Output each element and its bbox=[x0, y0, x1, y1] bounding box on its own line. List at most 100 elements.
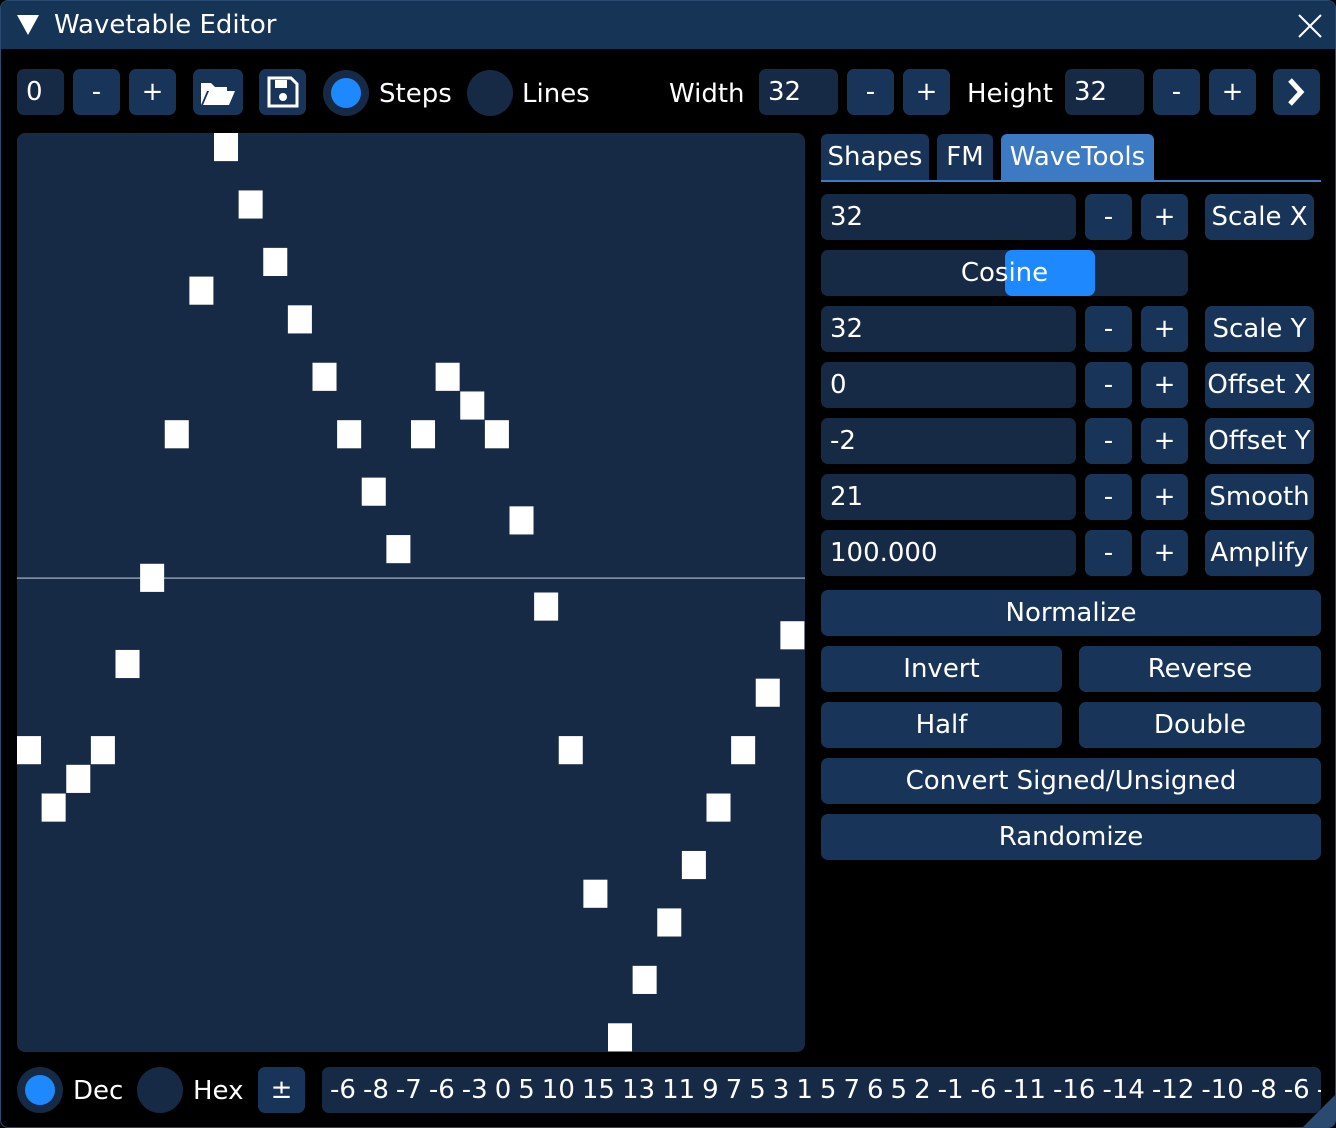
more-button[interactable] bbox=[1273, 69, 1320, 115]
wave-step bbox=[164, 420, 189, 449]
value-field[interactable]: 0 bbox=[821, 362, 1076, 408]
value-text: 6 bbox=[866, 1075, 884, 1105]
minus-button[interactable]: - bbox=[1085, 306, 1132, 352]
row-label-button[interactable]: Scale Y bbox=[1205, 306, 1314, 352]
plus-button[interactable]: + bbox=[1141, 530, 1188, 576]
tab[interactable]: FM bbox=[937, 134, 993, 180]
button[interactable]: Normalize bbox=[821, 590, 1321, 636]
minus-button[interactable]: - bbox=[73, 69, 120, 115]
button[interactable]: Half bbox=[821, 702, 1062, 748]
plus-button[interactable]: + bbox=[903, 69, 950, 115]
minus-button[interactable]: - bbox=[1153, 69, 1200, 115]
wave-step bbox=[632, 965, 657, 994]
shape-slider[interactable]: Cosine bbox=[821, 250, 1188, 296]
height-field[interactable]: 32 bbox=[1065, 69, 1144, 115]
value-text: -11 bbox=[1003, 1075, 1046, 1105]
wave-step bbox=[681, 850, 706, 880]
tab-active[interactable]: WaveTools bbox=[1001, 134, 1154, 180]
row-label-button[interactable]: Scale X bbox=[1205, 194, 1314, 240]
index-field[interactable]: 0 bbox=[17, 69, 64, 115]
value-field[interactable]: -2 bbox=[821, 418, 1076, 464]
wave-step bbox=[214, 133, 239, 162]
sign-button[interactable]: ± bbox=[258, 1067, 305, 1113]
value-text: -6 bbox=[428, 1075, 455, 1105]
value-text: -8 bbox=[1250, 1075, 1277, 1105]
value-field[interactable]: 100.000 bbox=[821, 530, 1076, 576]
value-text: -6 bbox=[1283, 1075, 1310, 1105]
value-text: 7 bbox=[725, 1075, 743, 1105]
wave-step bbox=[238, 190, 263, 219]
wave-step bbox=[115, 649, 140, 679]
value-text: -6 bbox=[330, 1075, 356, 1105]
minus-button[interactable]: - bbox=[1085, 530, 1132, 576]
plus-button[interactable]: + bbox=[1209, 69, 1256, 115]
shape-label: Cosine bbox=[960, 258, 1049, 288]
minus-button[interactable]: - bbox=[1085, 418, 1132, 464]
minus-button[interactable]: - bbox=[1085, 474, 1132, 520]
wave-step bbox=[41, 793, 66, 822]
wave-step bbox=[608, 1023, 633, 1052]
plus-button[interactable]: + bbox=[129, 69, 176, 115]
open-button[interactable] bbox=[193, 69, 243, 115]
plus-button[interactable]: + bbox=[1141, 418, 1188, 464]
width-label: Width bbox=[669, 79, 745, 109]
steps-label: Steps bbox=[379, 79, 452, 109]
minus-button[interactable]: - bbox=[1085, 194, 1132, 240]
value-text: 2 bbox=[914, 1075, 931, 1105]
wave-step bbox=[534, 592, 559, 621]
value-text: 13 bbox=[621, 1075, 656, 1105]
wave-step bbox=[17, 736, 42, 765]
row-label-button[interactable]: Offset X bbox=[1205, 362, 1314, 408]
plus-button[interactable]: + bbox=[1141, 194, 1188, 240]
value-text: 11 bbox=[662, 1075, 696, 1105]
row-label-button[interactable]: Smooth bbox=[1205, 474, 1314, 520]
button[interactable]: Invert bbox=[821, 646, 1062, 692]
tab[interactable]: Shapes bbox=[821, 134, 929, 180]
value-field[interactable]: 32 bbox=[821, 194, 1076, 240]
row-label-button[interactable]: Amplify bbox=[1205, 530, 1314, 576]
minus-button[interactable]: - bbox=[1085, 362, 1132, 408]
wave-step bbox=[90, 736, 115, 765]
value-text: 7 bbox=[843, 1075, 860, 1105]
button[interactable]: Convert Signed/Unsigned bbox=[821, 758, 1321, 804]
value-text: -14 bbox=[1102, 1075, 1145, 1105]
save-button[interactable] bbox=[259, 69, 306, 115]
wave-graph[interactable] bbox=[17, 133, 805, 1052]
value-text: 5 bbox=[749, 1075, 766, 1105]
wave-step bbox=[140, 563, 165, 592]
collapse-arrow[interactable] bbox=[15, 13, 41, 37]
value-text: -12 bbox=[1151, 1075, 1195, 1105]
hex-radio[interactable] bbox=[137, 1067, 183, 1113]
plus-button[interactable]: + bbox=[1141, 306, 1188, 352]
width-field[interactable]: 32 bbox=[759, 69, 838, 115]
wave-step bbox=[509, 506, 534, 535]
plus-button[interactable]: + bbox=[1141, 362, 1188, 408]
button[interactable]: Reverse bbox=[1079, 646, 1321, 692]
button[interactable]: Double bbox=[1079, 702, 1321, 748]
value-field[interactable]: 21 bbox=[821, 474, 1076, 520]
lines-radio[interactable] bbox=[467, 70, 513, 116]
row-label-button[interactable]: Offset Y bbox=[1205, 418, 1314, 464]
value-text: 9 bbox=[702, 1075, 719, 1105]
value-text: -8 bbox=[362, 1075, 389, 1105]
steps-radio[interactable] bbox=[323, 70, 369, 116]
hex-label: Hex bbox=[193, 1076, 244, 1106]
button[interactable]: Randomize bbox=[821, 814, 1321, 860]
dec-radio[interactable] bbox=[17, 1067, 63, 1113]
value-field[interactable]: 32 bbox=[821, 306, 1076, 352]
values-field[interactable]: -6 -8 -7 -6 -3 0 5 10 15 13 11 9 7 5 3 1 5 7 6 5 2 -1 -6 -11 -16… bbox=[322, 1067, 1321, 1113]
title-bar bbox=[1, 1, 1335, 49]
minus-button[interactable]: - bbox=[847, 69, 894, 115]
plus-button[interactable]: + bbox=[1141, 474, 1188, 520]
wave-step bbox=[263, 247, 288, 276]
value-text: -1 bbox=[937, 1075, 964, 1105]
value-text: -4 bbox=[1317, 1075, 1321, 1105]
resize-grip[interactable] bbox=[1301, 1093, 1336, 1128]
close-button[interactable] bbox=[1297, 13, 1323, 39]
value-text: 5 bbox=[890, 1075, 908, 1105]
value-text: -16 bbox=[1052, 1075, 1096, 1105]
value-text: 3 bbox=[772, 1075, 790, 1105]
wave-step bbox=[583, 879, 608, 908]
wave-step bbox=[755, 678, 780, 707]
